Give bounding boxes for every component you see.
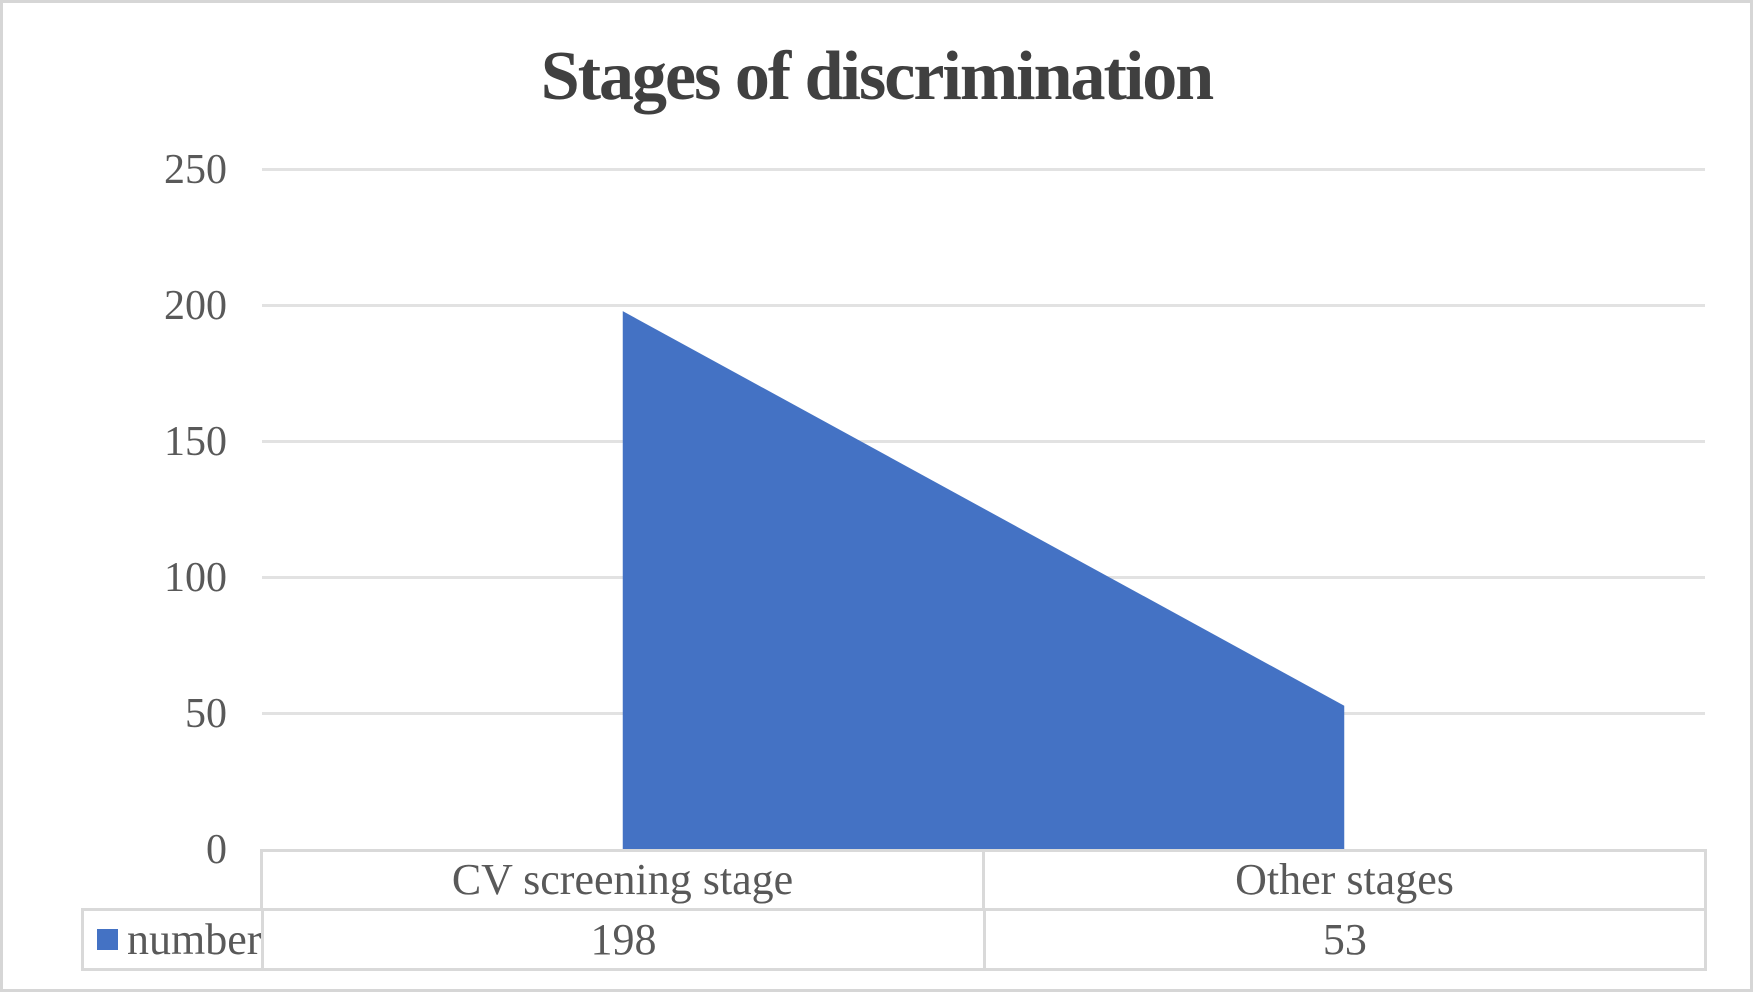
y-axis-tick-label: 50 xyxy=(185,690,227,737)
series-name-label: number xyxy=(127,914,262,964)
series-color-swatch xyxy=(97,929,118,950)
area-series xyxy=(622,311,1345,850)
y-axis-tick-label: 250 xyxy=(164,146,227,193)
data-table-row: number 198 53 xyxy=(81,908,1707,971)
y-axis-tick-label: 200 xyxy=(164,282,227,329)
gridline xyxy=(262,440,1705,444)
y-axis-tick-label: 0 xyxy=(206,827,227,873)
category-label-other-stages: Other stages xyxy=(982,852,1704,908)
chart-title: Stages of discrimination xyxy=(540,38,1214,115)
legend-cell: number xyxy=(84,911,265,968)
area-series-shape xyxy=(622,311,1345,850)
category-axis-row: CV screening stage Other stages xyxy=(260,849,1707,911)
y-axis-tick-label: 100 xyxy=(164,554,227,601)
gridline xyxy=(262,304,1705,308)
y-axis-tick-label: 150 xyxy=(164,418,227,465)
y-axis: 0 50 100 150 200 250 xyxy=(3,3,227,871)
gridline xyxy=(262,168,1705,172)
plot-area xyxy=(262,3,1705,852)
value-cell-other-stages: 53 xyxy=(982,911,1704,968)
value-cell-cv-screening-stage: 198 xyxy=(590,914,657,964)
category-label-cv-screening-stage: CV screening stage xyxy=(451,855,794,904)
